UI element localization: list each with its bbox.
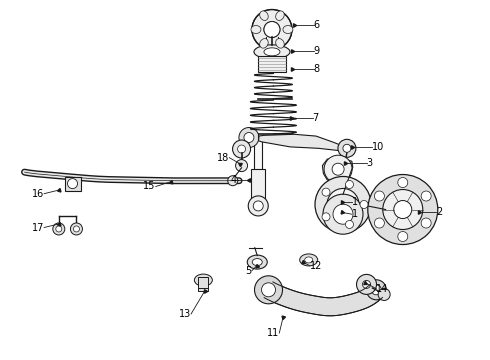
Circle shape bbox=[56, 226, 62, 232]
Ellipse shape bbox=[300, 254, 318, 266]
Polygon shape bbox=[264, 282, 383, 316]
Circle shape bbox=[71, 223, 82, 235]
Text: 2: 2 bbox=[436, 207, 442, 217]
Circle shape bbox=[343, 144, 351, 152]
Circle shape bbox=[236, 159, 247, 172]
Bar bbox=[254, 138, 262, 192]
Circle shape bbox=[244, 132, 254, 143]
Text: 14: 14 bbox=[376, 284, 389, 294]
Bar bbox=[198, 278, 208, 291]
Ellipse shape bbox=[195, 274, 212, 286]
Text: 5: 5 bbox=[245, 266, 252, 276]
Text: 10: 10 bbox=[372, 142, 385, 152]
Circle shape bbox=[336, 198, 350, 211]
Text: 1: 1 bbox=[352, 209, 358, 219]
Circle shape bbox=[368, 175, 438, 244]
Text: 8: 8 bbox=[314, 64, 320, 74]
Circle shape bbox=[374, 218, 384, 228]
Circle shape bbox=[322, 213, 330, 221]
Ellipse shape bbox=[276, 11, 284, 21]
Text: 16: 16 bbox=[32, 189, 44, 199]
Circle shape bbox=[333, 204, 353, 224]
Circle shape bbox=[421, 191, 431, 201]
Ellipse shape bbox=[260, 39, 268, 48]
Circle shape bbox=[332, 163, 344, 175]
Text: 13: 13 bbox=[179, 309, 191, 319]
Text: 4: 4 bbox=[231, 175, 237, 185]
Text: 9: 9 bbox=[314, 46, 320, 57]
Circle shape bbox=[248, 196, 268, 216]
Text: 7: 7 bbox=[313, 113, 319, 123]
Circle shape bbox=[53, 223, 65, 235]
Circle shape bbox=[421, 218, 431, 228]
Circle shape bbox=[254, 276, 283, 304]
Circle shape bbox=[264, 22, 280, 37]
Circle shape bbox=[374, 191, 384, 201]
Circle shape bbox=[338, 139, 356, 157]
Circle shape bbox=[363, 280, 370, 288]
Ellipse shape bbox=[251, 26, 261, 33]
Circle shape bbox=[383, 189, 423, 230]
Circle shape bbox=[264, 22, 280, 37]
Circle shape bbox=[74, 226, 79, 232]
Circle shape bbox=[68, 179, 77, 189]
Ellipse shape bbox=[247, 255, 267, 269]
Circle shape bbox=[345, 220, 353, 229]
Ellipse shape bbox=[264, 48, 280, 56]
Circle shape bbox=[323, 194, 363, 234]
Text: 12: 12 bbox=[310, 261, 322, 271]
Circle shape bbox=[378, 288, 390, 301]
Circle shape bbox=[398, 177, 408, 188]
Ellipse shape bbox=[276, 39, 284, 48]
Circle shape bbox=[357, 274, 376, 294]
Circle shape bbox=[238, 145, 245, 153]
Circle shape bbox=[394, 201, 412, 219]
Text: 18: 18 bbox=[217, 153, 229, 163]
Text: 1: 1 bbox=[352, 197, 358, 207]
Bar bbox=[258, 56, 286, 72]
Text: 6: 6 bbox=[314, 20, 320, 30]
Ellipse shape bbox=[252, 258, 262, 266]
Bar bbox=[251, 169, 265, 205]
Polygon shape bbox=[249, 134, 347, 150]
Text: 15: 15 bbox=[144, 181, 156, 192]
Text: 11: 11 bbox=[267, 328, 279, 338]
Polygon shape bbox=[322, 158, 353, 183]
Circle shape bbox=[315, 176, 371, 233]
Circle shape bbox=[327, 189, 359, 220]
Circle shape bbox=[262, 283, 275, 297]
Circle shape bbox=[322, 188, 330, 196]
Circle shape bbox=[398, 231, 408, 242]
Text: 17: 17 bbox=[32, 222, 44, 233]
Circle shape bbox=[253, 201, 263, 211]
Circle shape bbox=[360, 201, 368, 208]
Circle shape bbox=[367, 280, 386, 300]
Ellipse shape bbox=[254, 45, 290, 59]
Text: 3: 3 bbox=[367, 158, 372, 168]
Circle shape bbox=[239, 127, 259, 148]
Ellipse shape bbox=[283, 26, 293, 33]
Circle shape bbox=[252, 9, 292, 50]
Circle shape bbox=[228, 176, 238, 186]
Bar bbox=[65, 177, 80, 190]
Circle shape bbox=[345, 180, 353, 189]
Circle shape bbox=[233, 140, 250, 158]
Circle shape bbox=[324, 155, 352, 183]
Ellipse shape bbox=[260, 11, 268, 21]
Circle shape bbox=[371, 285, 381, 295]
Ellipse shape bbox=[305, 257, 313, 263]
